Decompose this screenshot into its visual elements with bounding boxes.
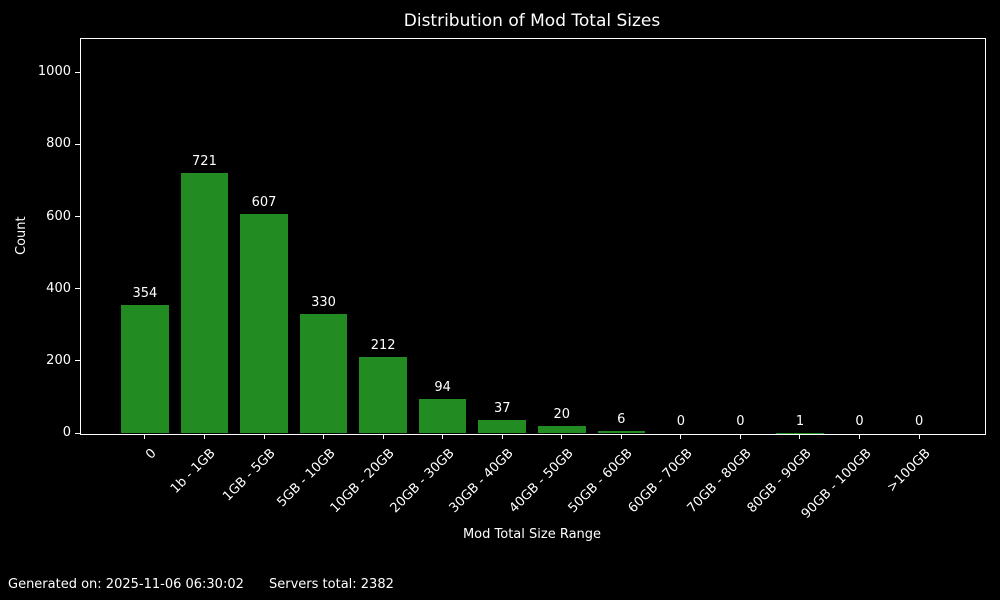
x-tick-label-text: 1b - 1GB xyxy=(168,446,220,497)
y-axis-label: Count xyxy=(14,216,29,255)
bar-value-label: 330 xyxy=(311,294,336,310)
y-tick-mark xyxy=(75,71,80,73)
bar-value-label: 20 xyxy=(553,406,571,422)
footer: Generated on: 2025-11-06 06:30:02 Server… xyxy=(8,577,394,593)
y-tick-label: 200 xyxy=(46,352,71,368)
bar xyxy=(299,313,348,433)
bar xyxy=(121,305,169,433)
x-tick-mark xyxy=(620,434,622,439)
x-tick-mark xyxy=(323,434,325,439)
x-tick-label-text: 0 xyxy=(143,446,160,463)
x-tick-mark xyxy=(442,434,444,439)
y-tick-label: 1000 xyxy=(37,64,71,80)
x-tick-mark xyxy=(918,434,920,439)
bar xyxy=(359,356,407,433)
bar-value-label: 607 xyxy=(251,195,277,211)
bar-value-label: 6 xyxy=(617,411,626,427)
footer-generated-text: Generated on: 2025-11-06 06:30:02 xyxy=(8,577,244,592)
bar xyxy=(597,430,646,433)
x-tick-label-text: >100GB xyxy=(884,446,934,496)
y-tick-mark xyxy=(75,288,80,290)
y-tick-label: 600 xyxy=(46,208,71,224)
bar xyxy=(537,425,586,433)
bar xyxy=(240,214,288,433)
bar xyxy=(478,419,527,433)
y-tick-label: 400 xyxy=(46,280,71,296)
bar-value-label: 0 xyxy=(736,414,745,429)
x-tick-label-text: 5GB - 10GB xyxy=(273,446,339,511)
bar xyxy=(180,172,229,433)
bar-value-label: 1 xyxy=(795,413,805,429)
x-tick-mark xyxy=(501,434,503,439)
x-tick-mark xyxy=(263,434,265,439)
x-tick-mark xyxy=(799,434,801,439)
x-axis-label: Mod Total Size Range xyxy=(462,527,602,542)
y-tick-mark xyxy=(75,216,80,218)
x-tick-mark xyxy=(144,434,146,439)
y-tick-label: 0 xyxy=(62,425,71,440)
x-tick-mark xyxy=(382,434,384,439)
x-tick-label-text: 1GB - 5GB xyxy=(220,446,279,505)
y-tick-mark xyxy=(75,432,80,434)
x-tick-mark xyxy=(203,434,205,439)
x-tick-mark xyxy=(561,434,563,439)
bar-value-label: 0 xyxy=(676,414,686,429)
bar-value-label: 37 xyxy=(493,400,511,416)
bar-value-label: 94 xyxy=(434,380,451,396)
bar-value-label: 0 xyxy=(855,414,864,429)
chart-title: Distribution of Mod Total Sizes xyxy=(403,11,661,31)
x-tick-mark xyxy=(859,434,861,439)
bar-value-label: 212 xyxy=(370,337,396,353)
plot-area xyxy=(80,38,986,435)
y-tick-mark xyxy=(75,360,80,362)
bar-value-label: 0 xyxy=(914,414,924,429)
y-tick-mark xyxy=(75,143,80,145)
y-tick-label: 800 xyxy=(46,136,71,152)
bar xyxy=(418,399,467,433)
bar-value-label: 354 xyxy=(132,286,158,302)
x-tick-mark xyxy=(680,434,682,439)
bar-value-label: 721 xyxy=(192,153,217,169)
footer-servers-total-text: Servers total: 2382 xyxy=(269,577,394,592)
x-tick-mark xyxy=(739,434,741,439)
